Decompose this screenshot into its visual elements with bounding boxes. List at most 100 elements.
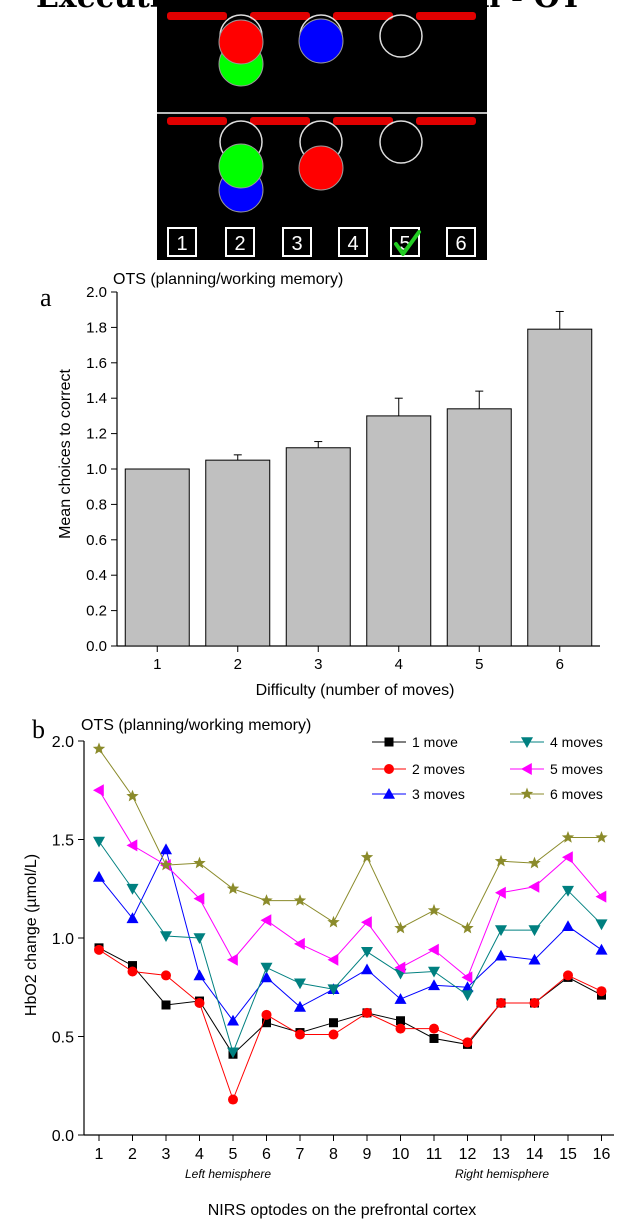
chart-b-xlabel: NIRS optodes on the prefrontal cortex bbox=[208, 1202, 477, 1219]
answer-button-3[interactable] bbox=[282, 227, 312, 257]
data-point bbox=[260, 894, 273, 906]
legend-entry: 5 moves bbox=[550, 761, 603, 777]
checkmark-icon bbox=[394, 230, 421, 256]
data-point bbox=[92, 742, 106, 755]
data-point bbox=[260, 914, 272, 927]
series-line bbox=[98, 748, 602, 929]
bar bbox=[366, 415, 432, 647]
data-point bbox=[461, 990, 474, 1002]
legend-entry: 1 move bbox=[412, 734, 458, 750]
x-tick-label: 2 bbox=[128, 1146, 137, 1163]
x-tick-label: 6 bbox=[556, 656, 564, 673]
y-tick-label: 1.2 bbox=[86, 426, 107, 443]
peg-outline bbox=[379, 120, 423, 164]
legend-marker bbox=[384, 737, 394, 747]
data-point bbox=[127, 966, 138, 977]
data-point bbox=[329, 1018, 338, 1028]
legend-entry: 6 moves bbox=[550, 786, 603, 802]
data-point bbox=[161, 1000, 171, 1010]
data-point bbox=[394, 921, 407, 934]
answer-button-6[interactable] bbox=[446, 227, 476, 257]
data-point bbox=[360, 850, 374, 863]
data-point bbox=[226, 882, 240, 894]
data-point bbox=[595, 890, 607, 903]
x-tick-label: 7 bbox=[296, 1146, 305, 1163]
data-point bbox=[159, 858, 173, 871]
data-point bbox=[93, 784, 104, 797]
data-point bbox=[93, 836, 105, 848]
data-point bbox=[126, 883, 139, 895]
y-tick-label: 0.2 bbox=[86, 603, 107, 620]
x-tick-label: 4 bbox=[195, 1146, 204, 1163]
data-point bbox=[429, 1033, 439, 1043]
data-point bbox=[94, 944, 104, 955]
x-tick-label: 16 bbox=[593, 1146, 611, 1163]
legend-entry: 3 moves bbox=[412, 786, 465, 802]
data-point bbox=[327, 953, 339, 966]
x-tick-label: 8 bbox=[329, 1146, 338, 1163]
answer-button-2[interactable] bbox=[225, 227, 255, 257]
data-point bbox=[228, 1094, 238, 1105]
answer-button-1[interactable] bbox=[167, 227, 197, 257]
data-point bbox=[496, 998, 506, 1009]
data-point bbox=[462, 1037, 473, 1048]
data-point bbox=[595, 831, 608, 843]
answer-button-label: 2 bbox=[234, 233, 245, 255]
legend-marker bbox=[384, 764, 394, 774]
series-line bbox=[98, 790, 602, 979]
data-point bbox=[160, 931, 172, 942]
data-point bbox=[528, 856, 541, 869]
data-point bbox=[361, 916, 372, 929]
data-point bbox=[595, 943, 608, 955]
left-hemisphere-annotation: Left hemisphere bbox=[185, 1167, 271, 1181]
panel-label-a: a bbox=[40, 283, 52, 312]
x-tick-label: 1 bbox=[153, 656, 161, 673]
data-point bbox=[394, 993, 407, 1004]
data-point bbox=[428, 966, 440, 978]
data-point bbox=[126, 839, 138, 852]
y-tick-label: 2.0 bbox=[86, 284, 107, 301]
y-tick-label: 1.5 bbox=[52, 833, 74, 850]
data-point bbox=[562, 851, 573, 864]
data-point bbox=[128, 961, 137, 971]
y-tick-label: 0.8 bbox=[86, 496, 107, 513]
chart-b-ylabel: HbO2 change (µmol/L) bbox=[23, 854, 40, 1016]
data-point bbox=[495, 949, 507, 961]
chart-a: a OTS (planning/working memory) Mean cho… bbox=[40, 271, 600, 699]
chart-b-title: OTS (planning/working memory) bbox=[81, 717, 311, 734]
data-point bbox=[528, 925, 541, 937]
y-tick-label: 0.0 bbox=[52, 1128, 74, 1145]
data-point bbox=[529, 998, 540, 1009]
data-point bbox=[193, 856, 206, 869]
x-tick-label: 9 bbox=[363, 1146, 372, 1163]
answer-button-label: 5 bbox=[399, 233, 410, 255]
data-point bbox=[93, 870, 105, 882]
data-point bbox=[428, 979, 440, 991]
rod-bar bbox=[250, 12, 310, 20]
data-point bbox=[361, 963, 373, 975]
data-point bbox=[261, 1009, 272, 1020]
rod-bar bbox=[167, 12, 227, 20]
data-point bbox=[193, 933, 206, 944]
data-point bbox=[429, 1023, 439, 1034]
task-display: 1 2 3 4 5 6 bbox=[157, 0, 487, 260]
series-line bbox=[98, 847, 602, 1022]
data-point bbox=[494, 854, 508, 867]
data-point bbox=[561, 831, 575, 843]
legend-entry: 2 moves bbox=[412, 761, 465, 777]
chart-a-ylabel: Mean choices to correct bbox=[57, 369, 74, 539]
y-tick-label: 0.5 bbox=[52, 1030, 74, 1047]
answer-button-4[interactable] bbox=[338, 227, 368, 257]
y-tick-label: 1.8 bbox=[86, 319, 107, 336]
legend-marker bbox=[520, 787, 534, 800]
rod-bar bbox=[416, 117, 476, 125]
y-tick-label: 0.4 bbox=[86, 567, 107, 584]
y-tick-label: 1.0 bbox=[86, 461, 107, 478]
x-tick-label: 1 bbox=[95, 1146, 104, 1163]
x-tick-label: 3 bbox=[162, 1146, 171, 1163]
answer-button-label: 3 bbox=[291, 233, 302, 255]
ball-red bbox=[298, 145, 344, 191]
answer-button-label: 6 bbox=[455, 233, 466, 255]
rod-bar bbox=[250, 117, 310, 125]
data-point bbox=[362, 1007, 372, 1018]
